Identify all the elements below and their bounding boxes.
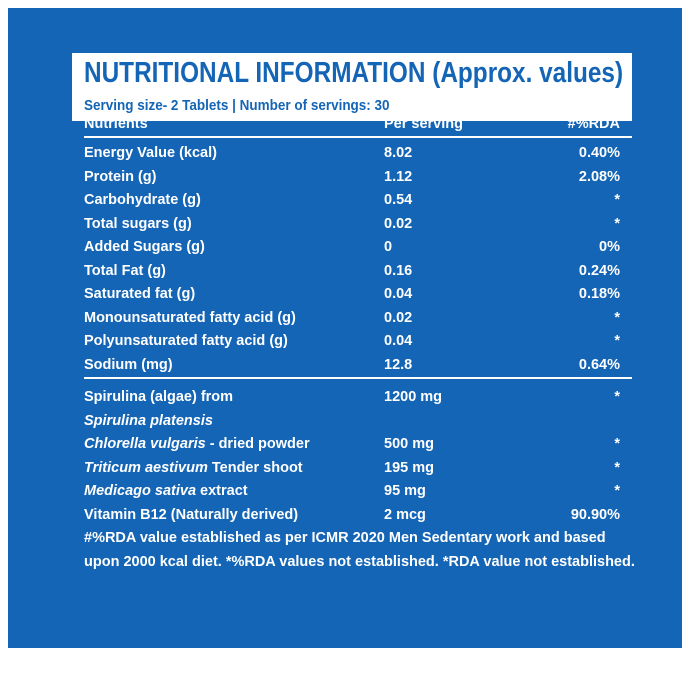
name-italic: Medicago sativa bbox=[84, 483, 197, 499]
rule bbox=[84, 136, 632, 138]
per-serving: 1200 mg bbox=[384, 389, 443, 405]
rda: * bbox=[614, 459, 620, 476]
nutrient-name: Total Fat (g) bbox=[84, 262, 166, 280]
nutrient-name: Chlorella vulgaris - dried powder bbox=[84, 435, 310, 453]
name-text: Spirulina (algae) from bbox=[84, 389, 234, 405]
nutrient-name: Medicago sativa extract bbox=[84, 482, 248, 500]
title: NUTRITIONAL INFORMATION (Approx. values) bbox=[84, 57, 624, 89]
nutrient-name: Vitamin B12 (Naturally derived) bbox=[84, 506, 298, 524]
rda: * bbox=[614, 309, 620, 326]
nutrient-name: Triticum aestivum Tender shoot bbox=[84, 459, 303, 477]
nutrient-name: Added Sugars (g) bbox=[84, 238, 205, 256]
name-text: - dried powder bbox=[205, 436, 310, 452]
name-text: Vitamin B12 (Naturally derived) bbox=[84, 506, 299, 523]
rda: 0.64% bbox=[578, 356, 620, 373]
rda: 0% bbox=[599, 239, 620, 255]
serving-info: Serving size- 2 Tablets | Number of serv… bbox=[84, 98, 390, 114]
name-text: Sodium (mg) bbox=[84, 356, 173, 373]
rda: * bbox=[614, 333, 620, 349]
nutrient-name: Spirulina platensis bbox=[84, 412, 213, 430]
nutrient-name: Monounsaturated fatty acid (g) bbox=[84, 309, 296, 327]
nutrient-name: Polyunsaturated fatty acid (g) bbox=[84, 332, 288, 350]
rda: 0.40% bbox=[578, 145, 620, 161]
rda: * bbox=[614, 192, 620, 208]
rda: * bbox=[614, 483, 620, 499]
per-serving: 12.8 bbox=[384, 356, 413, 373]
nutrient-name: Spirulina (algae) from bbox=[84, 388, 233, 406]
nutrient-name: Protein (g) bbox=[84, 168, 157, 186]
per-serving: 0.02 bbox=[384, 309, 413, 326]
per-serving: 0.16 bbox=[384, 262, 413, 279]
per-serving: 195 mg bbox=[384, 459, 434, 476]
name-text: Added Sugars (g) bbox=[84, 239, 205, 255]
per-serving: 0.54 bbox=[384, 192, 413, 208]
name-text: Polyunsaturated fatty acid (g) bbox=[84, 333, 288, 349]
rda: * bbox=[614, 389, 620, 405]
name-text: extract bbox=[196, 483, 248, 499]
name-text: Tender shoot bbox=[207, 459, 303, 476]
per-serving: 500 mg bbox=[384, 436, 434, 452]
rda: 90.90% bbox=[570, 506, 620, 523]
per-serving: 0.04 bbox=[384, 333, 413, 349]
name-italic: Spirulina platensis bbox=[84, 412, 213, 429]
name-text: Monounsaturated fatty acid (g) bbox=[84, 309, 296, 326]
footnote: #%RDA value established as per ICMR 2020… bbox=[84, 530, 635, 570]
per-serving: 0 bbox=[384, 239, 393, 255]
name-italic: Chlorella vulgaris bbox=[84, 436, 206, 452]
per-serving: 1.12 bbox=[384, 168, 413, 185]
name-italic: Triticum aestivum bbox=[84, 459, 208, 476]
name-text: Protein (g) bbox=[84, 168, 157, 185]
rda: * bbox=[614, 215, 620, 232]
name-text: Saturated fat (g) bbox=[84, 286, 196, 302]
nutrient-name: Saturated fat (g) bbox=[84, 285, 195, 303]
column-header: Nutrients bbox=[84, 116, 148, 132]
nutrient-name: Sodium (mg) bbox=[84, 356, 173, 374]
name-text: Total sugars (g) bbox=[84, 215, 192, 232]
name-text: Total Fat (g) bbox=[84, 262, 166, 279]
name-text: Energy Value (kcal) bbox=[84, 145, 217, 161]
column-header: #%RDA bbox=[567, 116, 620, 132]
rda: 0.18% bbox=[578, 286, 620, 302]
header-box: NUTRITIONAL INFORMATION (Approx. values)… bbox=[72, 53, 632, 121]
per-serving: 2 mcg bbox=[384, 506, 426, 523]
rda: 0.24% bbox=[578, 262, 620, 279]
rule bbox=[84, 377, 632, 379]
per-serving: 95 mg bbox=[384, 483, 426, 499]
label-panel: NUTRITIONAL INFORMATION (Approx. values)… bbox=[8, 8, 682, 648]
name-text: Carbohydrate (g) bbox=[84, 192, 201, 208]
per-serving: 8.02 bbox=[384, 145, 413, 161]
column-header: Per serving bbox=[384, 116, 463, 132]
per-serving: 0.02 bbox=[384, 215, 413, 232]
rda: 2.08% bbox=[578, 168, 620, 185]
nutrient-name: Carbohydrate (g) bbox=[84, 191, 201, 209]
nutrient-name: Total sugars (g) bbox=[84, 215, 192, 233]
rda: * bbox=[614, 436, 620, 452]
per-serving: 0.04 bbox=[384, 286, 413, 302]
nutrient-name: Energy Value (kcal) bbox=[84, 144, 217, 162]
